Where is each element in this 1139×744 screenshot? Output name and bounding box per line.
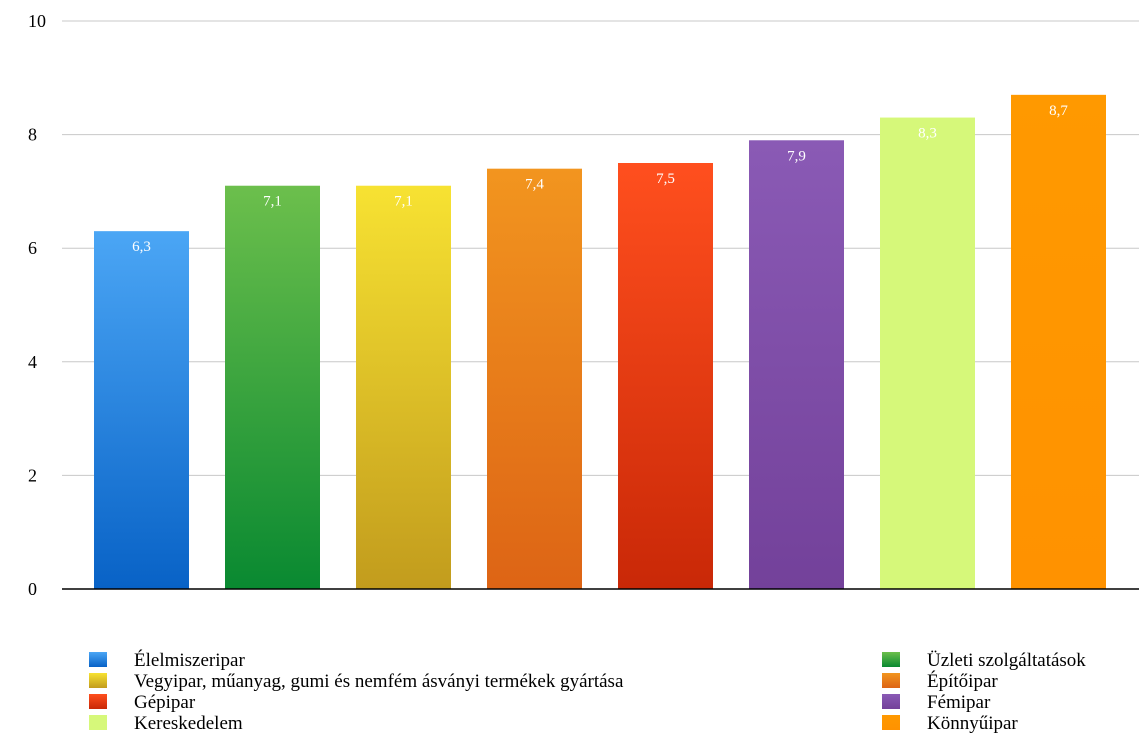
legend-swatch — [89, 673, 107, 688]
bar-value-label: 8,7 — [1049, 103, 1068, 119]
legend-label: Könnyűipar — [927, 713, 1018, 734]
legend-label: Élelmiszeripar — [134, 649, 245, 671]
y-axis-ticks: 0 2 4 6 8 10 — [28, 11, 46, 599]
legend-label: Vegyipar, műanyag, gumi és nemfém ásvány… — [134, 671, 624, 692]
y-tick-label: 4 — [28, 352, 37, 372]
y-tick-label: 8 — [28, 125, 37, 145]
legend-swatch — [882, 694, 900, 709]
legend-swatch — [89, 652, 107, 667]
bar-value-label: 7,4 — [525, 177, 544, 193]
bar — [487, 168, 582, 589]
y-tick-label: 2 — [28, 465, 37, 485]
bar — [618, 163, 713, 589]
legend: Élelmiszeripar Üzleti szolgáltatások Vegyi… — [89, 649, 1086, 734]
legend-label: Építőipar — [927, 670, 998, 692]
legend-label: Gépipar — [134, 692, 196, 713]
y-tick-label: 10 — [28, 11, 46, 31]
bar — [94, 231, 189, 589]
legend-swatch — [89, 715, 107, 730]
bar — [225, 185, 320, 589]
legend-label: Üzleti szolgáltatások — [927, 650, 1086, 671]
bar — [356, 185, 451, 589]
gridlines — [62, 20, 1139, 476]
legend-label: Kereskedelem — [134, 713, 243, 734]
bar-value-label: 8,3 — [918, 126, 937, 142]
bar-value-label: 6,3 — [132, 239, 151, 255]
bar-value-label: 7,9 — [787, 148, 806, 164]
bar-value-label: 7,1 — [394, 194, 413, 210]
bar-value-label: 7,5 — [656, 171, 675, 187]
bar-value-label: 7,1 — [263, 194, 282, 210]
y-tick-label: 0 — [28, 579, 37, 599]
legend-swatch — [882, 673, 900, 688]
legend-swatch — [89, 694, 107, 709]
bars — [94, 94, 1106, 589]
bar — [880, 117, 975, 589]
y-tick-label: 6 — [28, 238, 37, 258]
bar — [1011, 94, 1106, 589]
legend-swatch — [882, 715, 900, 730]
legend-label: Fémipar — [927, 692, 991, 713]
legend-swatch — [882, 652, 900, 667]
bar — [749, 140, 844, 589]
data-labels: 6,3 7,1 7,1 7,4 7,5 7,9 8,3 8,7 — [132, 103, 1068, 255]
